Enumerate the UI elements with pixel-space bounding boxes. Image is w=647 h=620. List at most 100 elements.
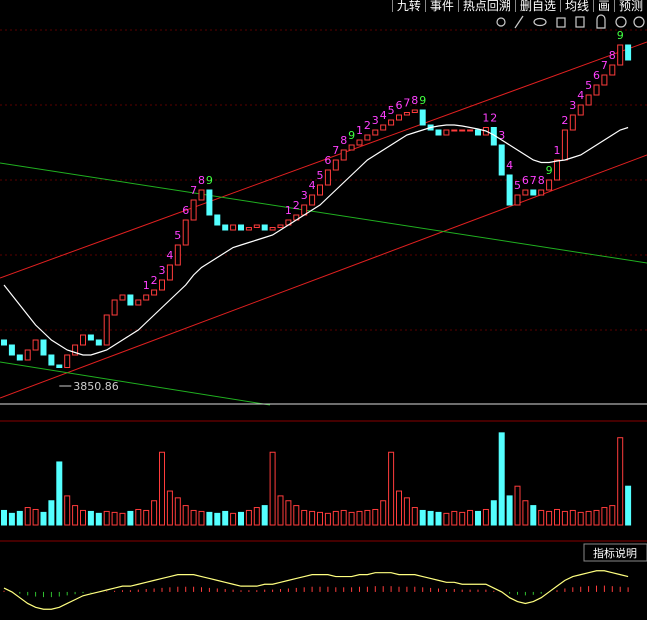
volume-bar	[24, 507, 31, 526]
volume-bar	[324, 512, 331, 526]
td-count: 4	[309, 179, 316, 192]
volume-bar	[159, 451, 165, 526]
td-count: 2	[364, 119, 371, 132]
toolbar-button[interactable]: 画	[592, 0, 614, 12]
volume-bar	[459, 511, 466, 526]
td-count: 3	[569, 99, 576, 112]
candle	[151, 289, 158, 296]
candle	[569, 114, 576, 131]
candle	[1, 339, 7, 346]
volume-bar	[538, 509, 545, 526]
td-count: 4	[380, 109, 387, 122]
volume-bar	[490, 500, 497, 526]
candle	[87, 334, 94, 341]
candle	[135, 299, 142, 306]
volume-bar	[617, 437, 624, 526]
candle	[419, 109, 426, 126]
candle	[475, 129, 481, 136]
td-count: 4	[506, 159, 513, 172]
candle	[64, 354, 71, 368]
volume-bar	[569, 509, 576, 526]
candle	[324, 169, 331, 186]
td-count: 2	[151, 274, 158, 287]
volume-bar	[364, 509, 371, 526]
volume-bar	[261, 505, 268, 526]
volume-bar	[1, 509, 7, 526]
td-count: 8	[538, 174, 545, 187]
candle	[348, 144, 355, 151]
candle	[403, 112, 410, 116]
candle	[435, 129, 442, 136]
volume-bar	[166, 490, 173, 526]
volume-bar	[609, 505, 616, 526]
candle	[317, 184, 323, 196]
candle	[230, 224, 237, 231]
volume-bar	[32, 508, 39, 526]
td-count: 2	[490, 112, 497, 125]
volume-bar	[388, 451, 395, 526]
td-count: 2	[293, 199, 300, 212]
indicator-button-frame[interactable]	[583, 543, 647, 562]
toolbar-button[interactable]: 九转	[391, 0, 425, 12]
toolbar-button[interactable]: 热点回溯	[457, 0, 515, 12]
volume-bar	[87, 510, 94, 526]
volume-bar	[332, 510, 339, 526]
volume-bar	[317, 511, 323, 526]
candle	[388, 119, 395, 126]
toolbar-button[interactable]: 预测	[613, 0, 647, 12]
indicator-button[interactable]: 指标说明	[593, 546, 637, 560]
candle	[95, 339, 102, 346]
td-count: 6	[522, 174, 529, 187]
volume-bar	[198, 510, 205, 526]
volume-bar	[356, 510, 363, 526]
td-count: 3	[159, 264, 166, 277]
volume-bar	[8, 512, 15, 526]
volume-bar	[301, 509, 308, 526]
volume-bar	[56, 461, 63, 526]
candle	[593, 84, 600, 96]
td-count: 4	[166, 249, 173, 262]
candle	[522, 189, 529, 196]
candle	[514, 194, 521, 206]
volume-bar	[40, 511, 47, 526]
td-count: 1	[554, 144, 561, 157]
volume-bar	[427, 510, 434, 526]
volume-bar	[230, 512, 237, 526]
candle	[72, 344, 79, 356]
volume-bar	[498, 432, 505, 526]
volume-bar	[396, 490, 402, 526]
toolbar-button[interactable]: 事件	[424, 0, 458, 12]
td-count: 8	[609, 49, 616, 62]
volume-bar	[143, 509, 150, 526]
candle	[245, 227, 252, 231]
dif-line	[3, 570, 629, 610]
volume-bar	[95, 512, 102, 526]
candle	[206, 189, 213, 216]
volume-bar	[103, 510, 110, 526]
candle	[585, 94, 592, 106]
td-count: 5	[317, 169, 324, 182]
candle	[111, 299, 118, 316]
candle	[16, 354, 23, 361]
toolbar-button[interactable]: 均线	[559, 0, 593, 12]
candle	[554, 159, 560, 181]
candle	[625, 44, 632, 61]
volume-bar	[340, 509, 347, 526]
volume-bar	[435, 511, 442, 526]
candle	[277, 224, 284, 228]
candle	[127, 294, 134, 306]
candle	[8, 344, 15, 356]
candle	[182, 219, 189, 246]
volume-bar	[372, 508, 379, 526]
td-count: 9	[206, 174, 213, 187]
toolbar-button[interactable]: 删自选	[514, 0, 560, 12]
toolbar: 九转 事件 热点回溯 删自选 均线画预测	[391, 0, 647, 12]
volume-bar	[127, 510, 134, 526]
td-count: 2	[561, 114, 568, 127]
candle	[372, 129, 379, 136]
volume-bar	[554, 508, 560, 526]
td-count: 7	[190, 184, 197, 197]
volume-bar	[206, 511, 213, 526]
